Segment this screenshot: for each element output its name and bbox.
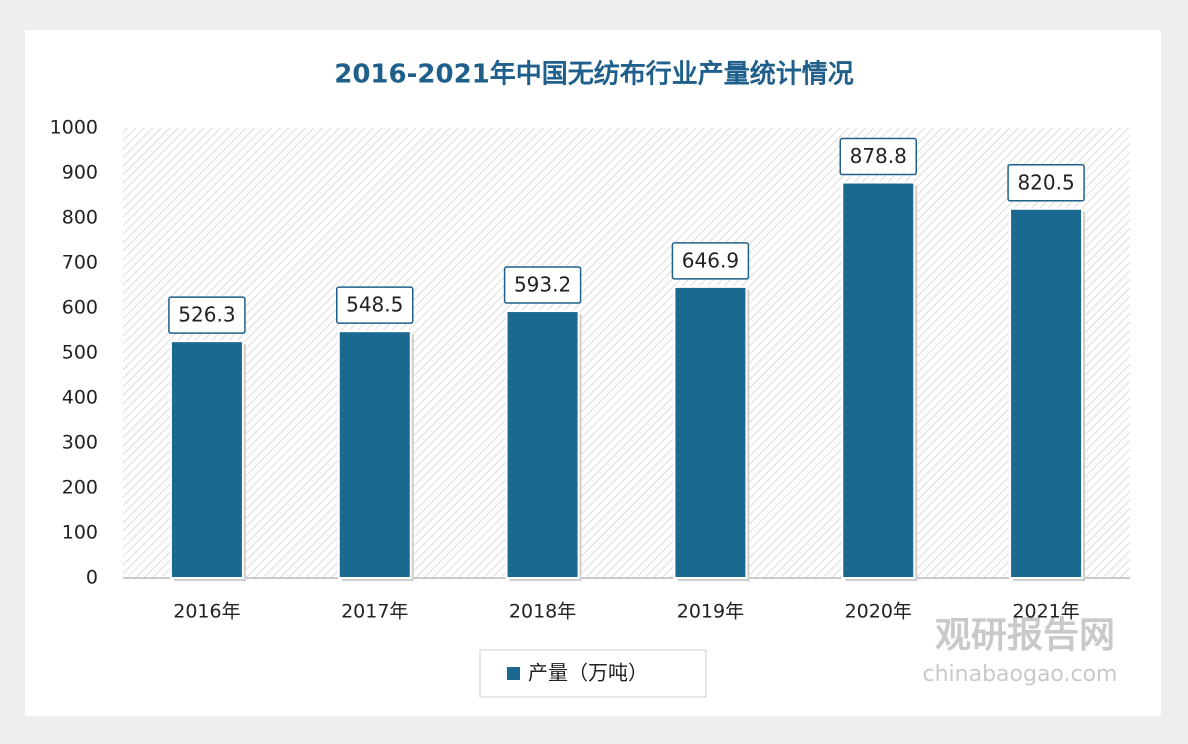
- legend-label: 产量（万吨）: [528, 661, 648, 685]
- bar: [505, 310, 580, 579]
- y-tick-label: 100: [62, 522, 98, 544]
- bar: [673, 285, 748, 579]
- plot-area: [123, 128, 1130, 578]
- y-tick-label: 600: [62, 297, 98, 319]
- value-label-box: [671, 242, 750, 280]
- y-tick-label: 400: [62, 387, 98, 409]
- y-tick-label: 900: [62, 162, 98, 184]
- bar: [841, 181, 916, 579]
- y-tick-label: 800: [62, 207, 98, 229]
- value-label: 593.2: [514, 273, 571, 297]
- value-label-box: [168, 296, 246, 334]
- x-tick-label: 2016年: [173, 601, 240, 623]
- y-tick-label: 0: [86, 567, 98, 589]
- x-tick-label: 2021年: [1012, 601, 1079, 623]
- value-label-box: [1007, 164, 1085, 202]
- value-label-box: [336, 286, 414, 324]
- value-label-box: [503, 266, 582, 304]
- watermark-name: 观研报告网: [935, 615, 1115, 656]
- y-tick-label: 200: [62, 477, 98, 499]
- y-tick-label: 1000: [50, 117, 98, 139]
- value-label: 878.8: [850, 144, 907, 168]
- value-label: 526.3: [178, 303, 235, 327]
- bar: [337, 330, 412, 579]
- chart-title: 2016-2021年中国无纺布行业产量统计情况: [334, 59, 854, 90]
- value-label: 646.9: [682, 248, 739, 272]
- y-tick-label: 500: [62, 342, 98, 364]
- bar: [1009, 207, 1084, 579]
- y-tick-label: 300: [62, 432, 98, 454]
- x-tick-label: 2018年: [509, 601, 576, 623]
- value-label: 548.5: [346, 293, 403, 317]
- y-tick-label: 700: [62, 252, 98, 274]
- x-tick-label: 2017年: [341, 601, 408, 623]
- x-tick-label: 2020年: [845, 601, 912, 623]
- legend-swatch: [507, 667, 520, 680]
- value-label: 820.5: [1017, 170, 1074, 194]
- watermark-url: chinabaogao.com: [923, 662, 1118, 687]
- value-label-box: [839, 137, 917, 176]
- x-tick-label: 2019年: [677, 601, 744, 623]
- bar: [169, 340, 244, 580]
